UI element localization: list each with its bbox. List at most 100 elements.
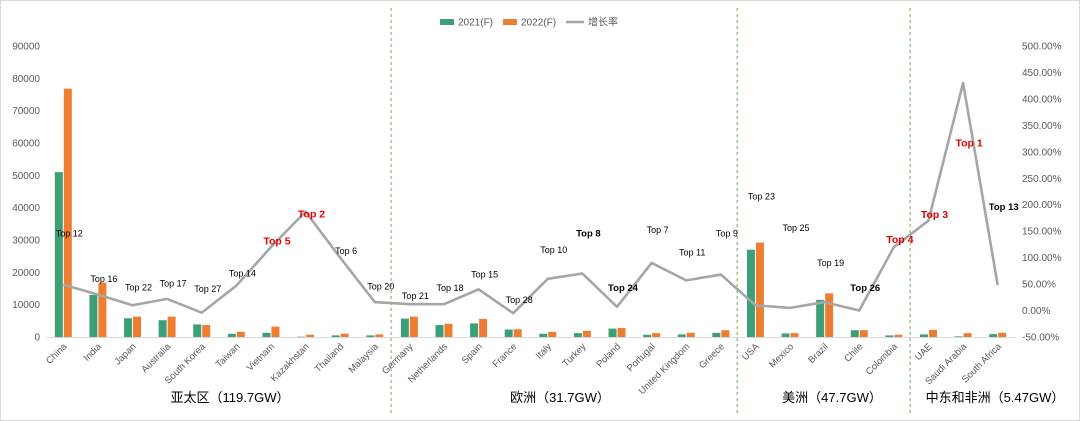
bar-2022	[513, 329, 522, 337]
y-left-tick-label: 0	[34, 333, 40, 344]
bars	[54, 88, 1007, 338]
y-right-tick-label: 150.00%	[1022, 227, 1062, 238]
legend-label: 增长率	[588, 16, 618, 29]
growth-rate-line	[62, 81, 999, 315]
bar-2022	[340, 333, 349, 337]
rank-annotation: Top 1	[955, 138, 982, 150]
bar-2022	[721, 330, 730, 337]
bar-2021	[54, 172, 63, 337]
bar-2022	[63, 88, 72, 338]
rank-annotation: Top 24	[608, 283, 639, 294]
bar-2021	[435, 325, 444, 337]
y-left-tick-label: 40000	[12, 203, 40, 214]
rank-annotation: Top 16	[90, 274, 117, 284]
region-dividers	[390, 8, 911, 413]
legend-swatch	[440, 19, 454, 25]
y-right-tick-label: 350.00%	[1022, 121, 1062, 132]
rank-annotation: Top 7	[647, 225, 669, 235]
legend: 2021(F) 2022(F) 增长率	[440, 16, 618, 29]
y-right-tick-label: 400.00%	[1022, 94, 1062, 105]
rank-annotation: Top 5	[263, 235, 290, 247]
legend-swatch	[503, 19, 518, 25]
y-left-tick-label: 20000	[12, 268, 40, 279]
bar-2021	[573, 333, 582, 337]
legend-label: 2021(F)	[458, 18, 493, 29]
bar-2021	[712, 332, 721, 337]
bar-2022	[548, 331, 557, 337]
bar-2022	[825, 293, 834, 337]
bar-2021	[608, 328, 617, 337]
bar-2022	[686, 332, 695, 337]
rank-annotation: Top 11	[679, 248, 705, 258]
rank-annotation: Top 20	[367, 281, 394, 291]
y-right-tick-label: 50.00%	[1022, 280, 1056, 291]
bar-2021	[124, 318, 133, 337]
y-left-tick-label: 80000	[12, 74, 40, 85]
rank-annotations: Top 12 Top 16 Top 22 Top 17 Top 27 Top 14 Top …	[56, 138, 1019, 306]
legend-label: 2022(F)	[521, 18, 556, 29]
bar-2021	[262, 332, 271, 337]
bar-2021	[919, 334, 928, 337]
bar-2022	[790, 333, 799, 337]
region-label: 亚太区（119.7GW）	[171, 390, 290, 405]
bar-2021	[470, 323, 479, 337]
rank-annotation: Top 2	[298, 208, 325, 220]
bar-2022	[582, 330, 591, 337]
rank-annotation: Top 25	[783, 223, 810, 233]
bar-2021	[400, 318, 409, 337]
region-label: 中东和非洲（5.47GW）	[926, 390, 1065, 405]
bar-2021	[781, 333, 790, 337]
y-left-tick-label: 30000	[12, 236, 40, 247]
rank-annotation: Top 4	[886, 234, 913, 246]
bar-2021	[850, 330, 859, 337]
rank-annotation: Top 17	[160, 279, 187, 289]
rank-annotation: Top 19	[817, 258, 844, 268]
bar-2022	[894, 334, 903, 337]
rank-annotation: Top 26	[850, 283, 880, 294]
rank-annotation: Top 3	[921, 209, 948, 221]
region-label: 美洲（47.7GW）	[782, 390, 882, 405]
rank-annotation: Top 8	[576, 228, 601, 239]
y-left-tick-label: 50000	[12, 171, 40, 182]
bar-2022	[167, 316, 176, 337]
bar-2022	[652, 333, 661, 337]
axes: 0 10000 20000 30000 40000 50000 60000 70000 8000…	[12, 42, 1061, 344]
bar-2021	[677, 334, 686, 337]
bar-2022	[98, 282, 107, 337]
rank-annotation: Top 28	[506, 295, 533, 305]
bar-2022	[479, 318, 488, 337]
bar-2022	[236, 331, 245, 337]
bar-2021	[366, 335, 375, 337]
rank-annotation: Top 23	[748, 191, 775, 201]
bar-2022	[133, 316, 142, 337]
bar-2021	[746, 249, 755, 337]
y-left-tick-label: 90000	[12, 42, 40, 53]
y-right-tick-label: -50.00%	[1022, 333, 1059, 344]
bar-2021	[539, 333, 548, 337]
region-label: 欧洲（31.7GW）	[510, 390, 610, 405]
bar-2022	[271, 326, 280, 337]
rank-annotation: Top 27	[194, 284, 221, 294]
bar-2021	[158, 320, 167, 337]
bar-2022	[444, 323, 453, 337]
bar-2021	[643, 334, 652, 337]
y-right-tick-label: 200.00%	[1022, 200, 1062, 211]
bar-2022	[375, 334, 384, 337]
bar-2022	[617, 327, 626, 337]
rank-annotation: Top 15	[471, 270, 498, 280]
growth-rate-series	[62, 81, 999, 315]
rank-annotation: Top 6	[335, 246, 357, 256]
y-left-tick-label: 10000	[12, 300, 40, 311]
bar-2021	[885, 335, 894, 337]
bar-2022	[859, 330, 868, 337]
bar-2022	[998, 332, 1007, 337]
rank-annotation: Top 13	[989, 202, 1019, 213]
bar-2021	[193, 324, 202, 337]
region-labels: 亚太区（119.7GW） 欧洲（31.7GW） 美洲（47.7GW） 中东和非洲（5.…	[171, 390, 1065, 405]
bar-2021	[504, 329, 513, 337]
bar-2021	[816, 299, 825, 337]
y-right-tick-label: 500.00%	[1022, 42, 1062, 53]
bar-2021	[297, 336, 306, 338]
bar-2022	[306, 334, 315, 337]
